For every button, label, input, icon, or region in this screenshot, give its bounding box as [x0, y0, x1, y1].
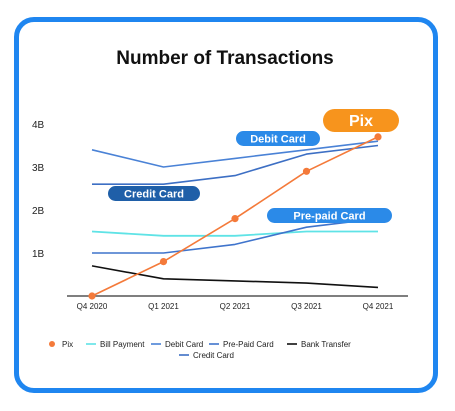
- x-tick-labels: Q4 2020 Q1 2021 Q2 2021 Q3 2021 Q4 2021: [77, 302, 394, 311]
- x-tick-label: Q3 2021: [291, 302, 322, 311]
- data-point-pix: [302, 167, 311, 175]
- data-point-pix: [159, 258, 168, 266]
- legend: Pix Bill Payment Debit Card Pre-Paid Card Ba…: [49, 340, 351, 360]
- annotation-debit-card: Debit Card: [236, 131, 320, 146]
- annotation-debit-card-label: Debit Card: [250, 134, 306, 146]
- series-line-bill-payment: [91, 230, 378, 237]
- y-tick-label: 2B: [32, 206, 45, 217]
- pix-markers: [88, 133, 382, 300]
- chart-title: Number of Transactions: [116, 48, 334, 69]
- y-tick-label: 1B: [32, 249, 45, 260]
- annotation-pix: Pix: [323, 109, 399, 132]
- data-point-pix: [231, 215, 239, 223]
- series-line-credit-card: [92, 144, 379, 185]
- chart-frame: [14, 17, 438, 393]
- annotation-credit-card: Credit Card: [108, 186, 200, 201]
- annotation-pre-paid-card-bg: [267, 208, 392, 223]
- annotation-pix-label: Pix: [349, 113, 373, 130]
- series-line-pre-paid-card: [92, 217, 379, 254]
- annotation-credit-card-label: Credit Card: [124, 189, 184, 201]
- x-tick-label: Q1 2021: [148, 302, 179, 311]
- y-tick-labels: 1B 2B 3B 4B: [32, 120, 45, 260]
- data-point-pix: [88, 292, 96, 300]
- annotation-pix-bg: [323, 109, 399, 132]
- series-line-debit-card: [91, 140, 379, 168]
- legend-label-debit-card: Debit Card: [165, 340, 203, 349]
- series-line-bank-transfer: [91, 265, 379, 289]
- x-tick-label: Q4 2020: [77, 302, 108, 311]
- x-tick-label: Q2 2021: [220, 302, 251, 311]
- annotation-pre-paid-card-label: Pre-paid Card: [293, 211, 365, 223]
- legend-label-bill-payment: Bill Payment: [100, 340, 145, 349]
- legend-label-pre-paid-card: Pre-Paid Card: [223, 340, 274, 349]
- x-tick-label: Q4 2021: [363, 302, 394, 311]
- legend-label-credit-card: Credit Card: [193, 351, 234, 360]
- annotation-pre-paid-card: Pre-paid Card: [267, 208, 392, 223]
- legend-marker-pix: [49, 341, 55, 347]
- y-tick-label: 4B: [32, 120, 45, 131]
- y-tick-label: 3B: [32, 163, 45, 174]
- annotation-credit-card-bg: [108, 186, 200, 201]
- legend-label-bank-transfer: Bank Transfer: [301, 340, 351, 349]
- annotation-debit-card-bg: [236, 131, 320, 146]
- data-point-pix: [374, 133, 382, 141]
- legend-label-pix: Pix: [62, 340, 73, 349]
